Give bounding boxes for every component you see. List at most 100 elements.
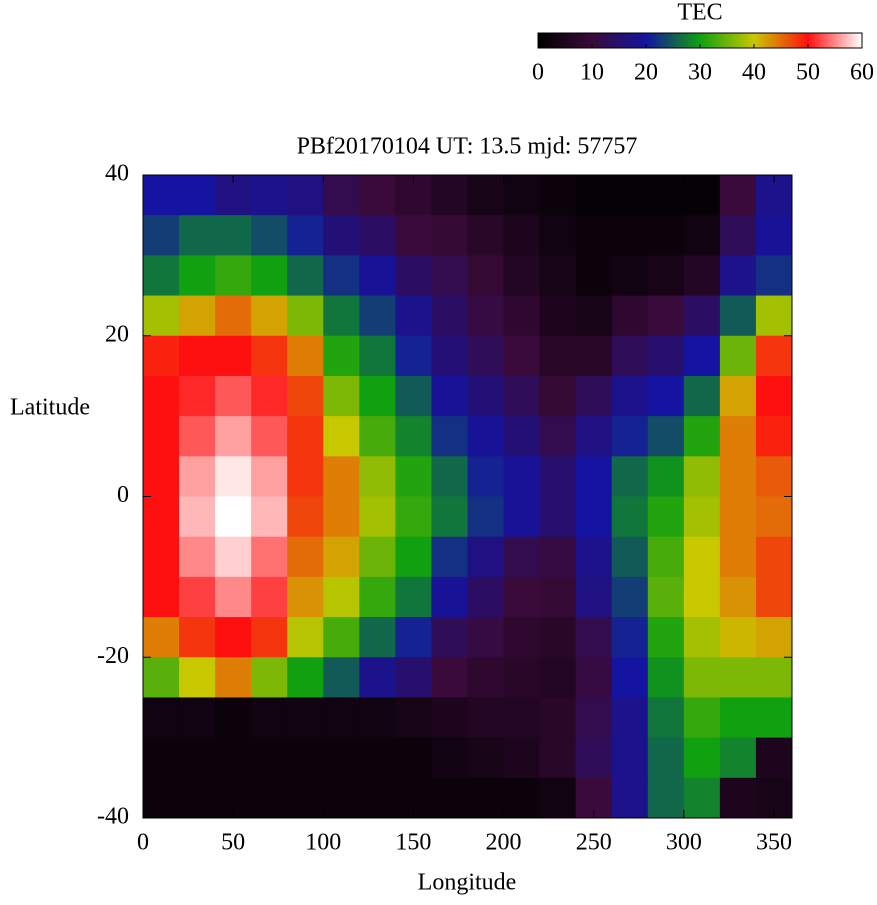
heat-cell xyxy=(431,576,468,618)
heat-cell xyxy=(179,215,216,256)
heat-cell xyxy=(359,416,396,457)
colorbar-tick-label: 0 xyxy=(532,60,544,86)
heat-cell xyxy=(575,536,613,578)
heat-cell xyxy=(467,456,505,497)
heat-cell xyxy=(359,175,396,216)
heat-cell xyxy=(683,777,721,819)
heat-cell xyxy=(755,456,793,497)
heat-cell xyxy=(431,496,468,538)
x-tick-label: 150 xyxy=(395,830,431,856)
heat-cell xyxy=(647,456,685,497)
heat-cell xyxy=(251,777,288,819)
heat-cell xyxy=(683,215,721,256)
heat-cell xyxy=(539,295,577,337)
heat-cell xyxy=(287,617,324,658)
heat-cell xyxy=(539,215,577,256)
heat-cell xyxy=(539,375,577,417)
heat-cell xyxy=(575,295,613,337)
heat-cell xyxy=(611,536,649,578)
heat-cell xyxy=(755,617,793,658)
heat-cell xyxy=(719,697,757,739)
heat-cell xyxy=(143,255,180,297)
heat-cell xyxy=(575,375,613,417)
heat-cell xyxy=(539,777,577,819)
heat-cell xyxy=(755,295,793,337)
heat-cell xyxy=(683,697,721,739)
heat-cell xyxy=(359,255,396,297)
heat-cell xyxy=(179,375,216,417)
heat-cell xyxy=(251,255,288,297)
heat-cell xyxy=(323,777,360,819)
heat-cell xyxy=(467,657,505,698)
heat-cell xyxy=(251,657,288,698)
heat-cell xyxy=(179,416,216,457)
heat-cell xyxy=(719,737,757,779)
heat-cell xyxy=(143,215,180,256)
heat-cell xyxy=(431,375,468,417)
heat-cell xyxy=(755,657,793,698)
heat-cell xyxy=(431,255,468,297)
heat-cell xyxy=(287,175,324,216)
heat-cell xyxy=(755,496,793,538)
heat-cell xyxy=(647,697,685,739)
heat-cell xyxy=(719,657,757,698)
heat-cell xyxy=(647,416,685,457)
heat-cell xyxy=(683,295,721,337)
heat-cell xyxy=(467,255,505,297)
heat-cell xyxy=(359,536,396,578)
heat-cell xyxy=(539,536,577,578)
heat-cell xyxy=(323,335,360,377)
heat-cell xyxy=(467,697,505,739)
heat-cell xyxy=(359,657,396,698)
colorbar-title: TEC xyxy=(677,0,722,26)
heat-cell xyxy=(323,697,360,739)
heat-cell xyxy=(251,737,288,779)
heat-cell xyxy=(359,215,396,256)
heat-cell xyxy=(683,737,721,779)
heat-cell xyxy=(503,456,541,497)
heat-cell xyxy=(287,456,324,497)
heat-cell xyxy=(287,737,324,779)
heat-cell xyxy=(431,295,468,337)
heat-cell xyxy=(575,737,613,779)
heat-cell xyxy=(251,536,288,578)
heat-cell xyxy=(359,375,396,417)
heat-cell xyxy=(251,175,288,216)
heat-cell xyxy=(179,536,216,578)
heat-cell xyxy=(323,456,360,497)
heat-cell xyxy=(683,375,721,417)
heat-cell xyxy=(503,657,541,698)
heat-cell xyxy=(431,657,468,698)
heat-cell xyxy=(611,456,649,497)
heat-cell xyxy=(467,416,505,457)
heat-cell xyxy=(395,536,432,578)
heat-cell xyxy=(611,255,649,297)
heat-cell xyxy=(611,617,649,658)
heat-cell xyxy=(611,175,649,216)
heat-cell xyxy=(143,335,180,377)
heat-cell xyxy=(539,617,577,658)
heat-cell xyxy=(179,335,216,377)
heat-cell xyxy=(611,295,649,337)
heat-cell xyxy=(323,215,360,256)
y-axis-label: Latitude xyxy=(10,395,90,421)
y-tick-label: -40 xyxy=(97,804,129,830)
heat-cell xyxy=(287,697,324,739)
heat-cell xyxy=(143,737,180,779)
heat-cell xyxy=(719,295,757,337)
heat-cell xyxy=(143,697,180,739)
heat-cell xyxy=(611,777,649,819)
heat-cell xyxy=(323,175,360,216)
heat-cell xyxy=(647,496,685,538)
heat-cell xyxy=(719,496,757,538)
heat-cell xyxy=(323,295,360,337)
heat-cell xyxy=(467,175,505,216)
heat-cell xyxy=(575,576,613,618)
x-axis-label: Longitude xyxy=(418,870,517,896)
heat-cell xyxy=(503,375,541,417)
heat-cell xyxy=(719,335,757,377)
heat-cell xyxy=(503,215,541,256)
heat-cell xyxy=(611,737,649,779)
heat-cell xyxy=(503,416,541,457)
heat-cell xyxy=(467,215,505,256)
